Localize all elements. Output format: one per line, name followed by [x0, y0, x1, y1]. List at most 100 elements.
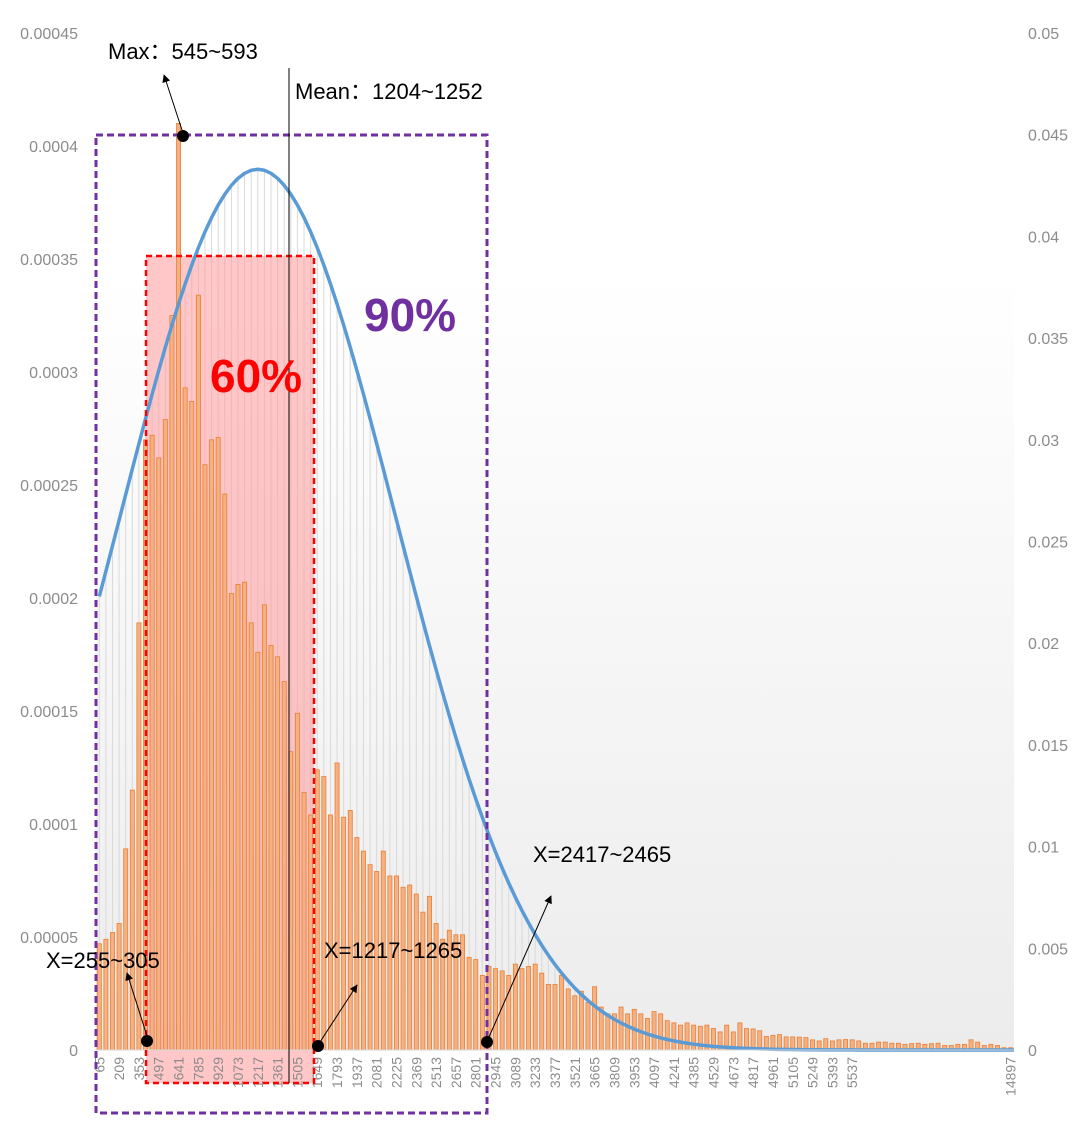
x-right-arrow: [488, 895, 552, 1038]
bar: [427, 895, 432, 1051]
x-tick-label: 1361: [270, 1057, 286, 1088]
y-right-tick-label: 0.005: [1028, 941, 1068, 958]
bar: [268, 645, 274, 1051]
y-left-tick-label: 0: [69, 1043, 78, 1060]
x-tick-label: 641: [171, 1057, 187, 1081]
x-tick-label: 4817: [745, 1057, 761, 1088]
x-tick-label: 3953: [626, 1057, 642, 1088]
bar: [592, 986, 598, 1051]
bar: [321, 776, 327, 1051]
bar: [572, 995, 578, 1051]
bar: [506, 975, 512, 1051]
x-tick-label: 5393: [824, 1057, 840, 1088]
x-tick-label: 2369: [408, 1057, 424, 1088]
x-tick-label: 2081: [369, 1057, 385, 1088]
x-tick-label: 929: [210, 1057, 226, 1081]
bar: [651, 1011, 657, 1051]
max-arrow: [162, 74, 183, 131]
x-tick-label: 1505: [289, 1057, 305, 1088]
x-mid-marker: [312, 1040, 324, 1052]
bar: [578, 990, 584, 1051]
x-tick-label: 2657: [448, 1057, 464, 1088]
x-tick-label: 2513: [428, 1057, 444, 1088]
x-tick-label: 5249: [805, 1057, 821, 1088]
mean-annotation: Mean：1204~1252: [295, 79, 483, 104]
x-tick-label: 4385: [686, 1057, 702, 1088]
bar: [189, 400, 195, 1051]
left-axis: 0 0.00005 0.0001 0.00015 0.0002 0.00025 0.0003…: [20, 26, 78, 1060]
y-right-tick-label: 0.015: [1028, 738, 1068, 755]
bar: [275, 656, 281, 1051]
bar: [559, 975, 565, 1051]
x-left-arrow: [125, 972, 148, 1037]
region-60-border: [144, 254, 316, 1085]
y-right-tick-label: 0.03: [1028, 433, 1059, 450]
bar: [202, 464, 208, 1051]
x-right-annotation: X=2417~2465: [533, 842, 671, 867]
bar: [176, 123, 181, 1051]
bar: [162, 419, 168, 1051]
y-right-tick-label: 0.025: [1028, 535, 1068, 552]
x-tick-label: 209: [111, 1057, 127, 1081]
y-left-tick-label: 0.0002: [29, 591, 78, 608]
x-tick-label: 3233: [527, 1057, 543, 1088]
x-axis: 65 209 353 497 641 785 929 1073 1217 1361 1505 1649…: [91, 1049, 1019, 1096]
x-tick-label: 4673: [725, 1057, 741, 1088]
bar: [407, 884, 413, 1051]
y-left-tick-label: 0.00045: [20, 26, 78, 43]
region-60-label: 60%: [210, 350, 302, 402]
bar: [314, 769, 320, 1051]
x-tick-label: 2801: [468, 1057, 484, 1088]
bar: [413, 893, 419, 1051]
bar: [519, 968, 525, 1051]
bar: [552, 984, 558, 1051]
x-tick-label: 5105: [785, 1057, 801, 1088]
x-tick-label: 4241: [666, 1057, 682, 1088]
bar: [281, 681, 287, 1051]
x-tick-label: 3521: [567, 1057, 583, 1088]
bar: [400, 886, 406, 1051]
y-right-tick-label: 0.01: [1028, 840, 1059, 857]
y-left-tick-label: 0.00005: [20, 930, 78, 947]
x-tick-label: 2225: [388, 1057, 404, 1088]
x-tick-label: 3377: [547, 1057, 563, 1088]
x-tick-label: 5537: [844, 1057, 860, 1088]
bar: [222, 493, 228, 1051]
bar: [737, 1022, 743, 1051]
bar: [182, 387, 188, 1051]
x-tick-label: 1793: [329, 1057, 345, 1088]
bar: [473, 959, 479, 1051]
bar: [116, 923, 122, 1051]
max-annotation: Max：545~593: [108, 39, 258, 64]
bar: [347, 810, 353, 1051]
bar: [658, 1013, 664, 1051]
bar: [341, 816, 347, 1051]
bar: [691, 1024, 697, 1051]
bar: [605, 1013, 611, 1051]
y-right-tick-label: 0: [1028, 1043, 1037, 1060]
bar: [261, 604, 267, 1051]
y-left-tick-label: 0.00015: [20, 704, 78, 721]
bar: [294, 712, 300, 1051]
x-left-marker: [141, 1035, 153, 1047]
bar: [301, 791, 307, 1051]
bar: [684, 1022, 690, 1051]
y-left-tick-label: 0.00035: [20, 252, 78, 269]
x-tick-label: 3089: [507, 1057, 523, 1088]
bar: [664, 1020, 670, 1051]
bar: [618, 1006, 624, 1051]
bar: [136, 622, 142, 1051]
bar: [235, 584, 241, 1051]
bar: [334, 762, 340, 1051]
y-left-tick-label: 0.00025: [20, 478, 78, 495]
x-tick-label: 65: [91, 1057, 107, 1073]
y-right-tick-label: 0.05: [1028, 26, 1059, 43]
y-right-tick-label: 0.045: [1028, 128, 1068, 145]
bar: [308, 814, 314, 1051]
bar: [228, 593, 234, 1051]
bar: [195, 294, 201, 1051]
x-tick-label: 353: [131, 1057, 147, 1081]
bar: [328, 814, 333, 1051]
